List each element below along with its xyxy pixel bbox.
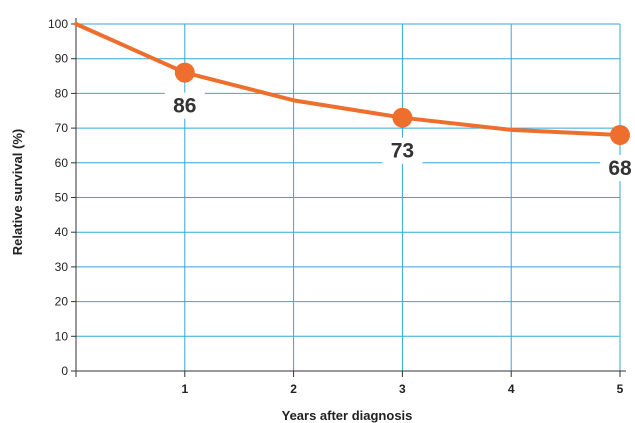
data-label-bg <box>600 155 635 182</box>
data-label: 86 <box>173 95 196 118</box>
y-tick-label: 100 <box>48 17 68 31</box>
y-tick-label: 70 <box>55 121 69 135</box>
data-point-marker <box>174 62 195 83</box>
data-point-marker <box>392 107 413 128</box>
x-tick-label: 4 <box>508 382 515 396</box>
y-tick-label: 50 <box>55 191 69 205</box>
y-tick-label: 30 <box>55 260 69 274</box>
data-labels-group: 86 73 68 <box>164 92 635 182</box>
y-axis-label: Relative survival (%) <box>10 129 25 255</box>
series-line <box>74 22 622 138</box>
data-label-bg <box>164 92 205 119</box>
x-tick-label: 1 <box>181 382 188 396</box>
x-axis-label: Years after diagnosis <box>282 408 413 423</box>
data-point-marker <box>610 125 630 146</box>
y-tick-label: 90 <box>55 52 69 66</box>
data-label: 73 <box>391 140 414 163</box>
x-tick-labels: 1 2 3 4 5 <box>181 382 623 396</box>
y-tick-label: 0 <box>61 364 68 378</box>
x-tick-label: 5 <box>617 382 624 396</box>
y-tick-label: 10 <box>55 329 69 343</box>
data-label: 68 <box>608 157 632 180</box>
y-tick-label: 40 <box>55 225 69 239</box>
x-tick-label: 3 <box>399 382 406 396</box>
y-tick-label: 20 <box>55 295 69 309</box>
y-tick-label: 80 <box>55 86 69 100</box>
markers-group <box>174 62 630 146</box>
x-tick-label: 2 <box>290 382 297 396</box>
y-tick-label: 60 <box>55 156 69 170</box>
y-tick-labels: 0 10 20 30 40 50 60 70 80 90 100 <box>48 17 68 378</box>
series-line-group <box>74 22 622 138</box>
grid-lines <box>76 23 621 371</box>
axes <box>71 18 626 377</box>
data-label-bg <box>382 137 423 164</box>
